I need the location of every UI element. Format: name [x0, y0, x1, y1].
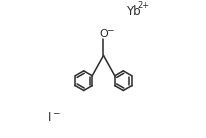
- Text: Yb: Yb: [126, 5, 140, 18]
- Text: −: −: [52, 108, 59, 117]
- Text: O: O: [99, 29, 107, 39]
- Text: −: −: [106, 25, 113, 34]
- Text: I: I: [48, 111, 51, 124]
- Text: 2+: 2+: [137, 1, 149, 10]
